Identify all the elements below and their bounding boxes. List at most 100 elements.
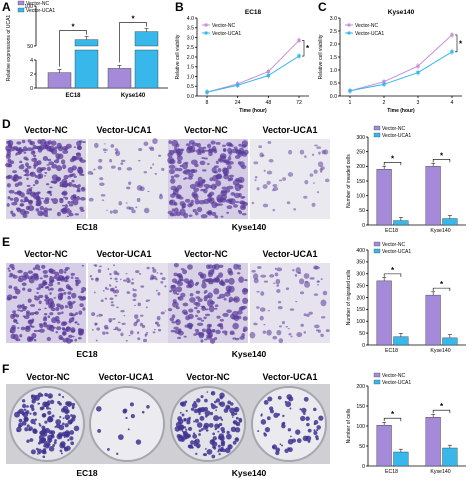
significance-bracket: [432, 409, 451, 414]
stained-cell: [138, 147, 143, 152]
stained-cell: [34, 311, 39, 315]
stained-cell: [203, 316, 207, 320]
stained-cell: [112, 209, 119, 214]
stained-cell: [110, 301, 114, 304]
colony: [226, 430, 230, 435]
colony: [229, 444, 231, 447]
stained-cell: [64, 266, 70, 270]
stained-cell: [170, 329, 176, 333]
stained-cell: [191, 191, 198, 198]
e-group-kyse140: Kyse140: [232, 349, 267, 359]
stained-cell: [82, 141, 86, 144]
stained-cell: [171, 212, 178, 217]
stained-cell: [241, 144, 247, 148]
legend-swatch: [373, 248, 381, 254]
y-tick-label: 0.5: [187, 84, 194, 90]
colony: [181, 413, 185, 417]
stained-cell: [188, 172, 194, 178]
colony: [195, 452, 198, 456]
d-label-ec18-uca1: Vector-UCA1: [96, 125, 151, 135]
stained-cell: [46, 164, 50, 166]
stained-cell: [22, 303, 25, 307]
stained-cell: [33, 165, 37, 169]
stained-cell: [303, 331, 307, 334]
stained-cell: [278, 325, 283, 328]
stained-cell: [72, 335, 75, 338]
stained-cell: [262, 203, 269, 208]
stained-cell: [104, 327, 109, 330]
stained-cell: [47, 315, 51, 319]
stained-cell: [115, 280, 118, 283]
y-tick-label: 250: [356, 283, 365, 289]
stained-cell: [104, 151, 107, 154]
colony: [55, 419, 62, 425]
stained-cell: [285, 326, 288, 328]
stained-cell: [64, 305, 69, 309]
stained-cell: [49, 312, 54, 316]
stained-cell: [24, 173, 30, 177]
stained-cell: [303, 195, 308, 199]
x-category-label: Kyse140: [430, 228, 450, 234]
stained-cell: [304, 280, 308, 283]
stained-cell: [193, 302, 199, 305]
stained-cell: [177, 336, 182, 339]
stained-cell: [39, 324, 44, 329]
colony: [215, 409, 217, 412]
e-label-kyse-uca1: Vector-UCA1: [262, 249, 317, 259]
y-tick-label: 100: [24, 4, 33, 10]
stained-cell: [71, 292, 77, 299]
stained-cell: [42, 146, 46, 150]
colony: [68, 402, 72, 406]
y-tick-label: 150: [356, 179, 365, 185]
stained-cell: [67, 200, 71, 205]
stained-cell: [216, 173, 222, 179]
stained-cell: [65, 284, 71, 290]
colony: [70, 441, 75, 446]
data-point: [450, 50, 454, 54]
stained-cell: [168, 168, 175, 175]
stained-cell: [161, 277, 166, 281]
stained-cell: [35, 200, 39, 203]
stained-cell: [227, 267, 233, 274]
stained-cell: [209, 338, 216, 344]
stained-cell: [192, 208, 197, 213]
stained-cell: [111, 165, 116, 169]
stained-cell: [281, 321, 285, 325]
stained-cell: [17, 309, 21, 312]
stained-cell: [51, 148, 58, 155]
stained-cell: [160, 311, 165, 315]
stained-cell: [303, 273, 310, 279]
colony: [279, 443, 282, 446]
y-tick-label: 0.0: [187, 94, 194, 100]
colony: [277, 395, 282, 400]
stained-cell: [22, 275, 28, 281]
stained-cell: [16, 190, 22, 196]
y-tick-label: 3.0: [330, 16, 337, 22]
stained-cell: [238, 306, 244, 311]
stained-cell: [156, 323, 161, 327]
stained-cell: [140, 314, 144, 317]
stained-cell: [137, 159, 141, 162]
stained-cell: [127, 279, 131, 283]
stained-cell: [74, 338, 77, 342]
cell-stain-texture: [5, 138, 330, 459]
e-label-ec18-nc: Vector-NC: [24, 249, 68, 259]
stained-cell: [76, 145, 82, 151]
colony: [46, 416, 53, 423]
stained-cell: [249, 331, 256, 339]
stained-cell: [219, 280, 225, 286]
colony: [67, 439, 70, 442]
stained-cell: [184, 198, 191, 203]
stained-cell: [224, 332, 228, 336]
stained-cell: [114, 277, 118, 281]
stained-cell: [78, 329, 83, 334]
stained-cell: [34, 264, 41, 270]
stained-cell: [278, 179, 283, 182]
stained-cell: [15, 338, 21, 342]
stained-cell: [259, 307, 266, 312]
stained-cell: [42, 269, 48, 275]
chart-b-ec18-viability: EC18 0.0 0.5 1.0 1.5 2.0 2.5 3.0 3.5 4.0 8 24 48 72 Ti…: [175, 9, 310, 114]
stained-cell: [47, 297, 54, 305]
stained-cell: [92, 328, 94, 331]
